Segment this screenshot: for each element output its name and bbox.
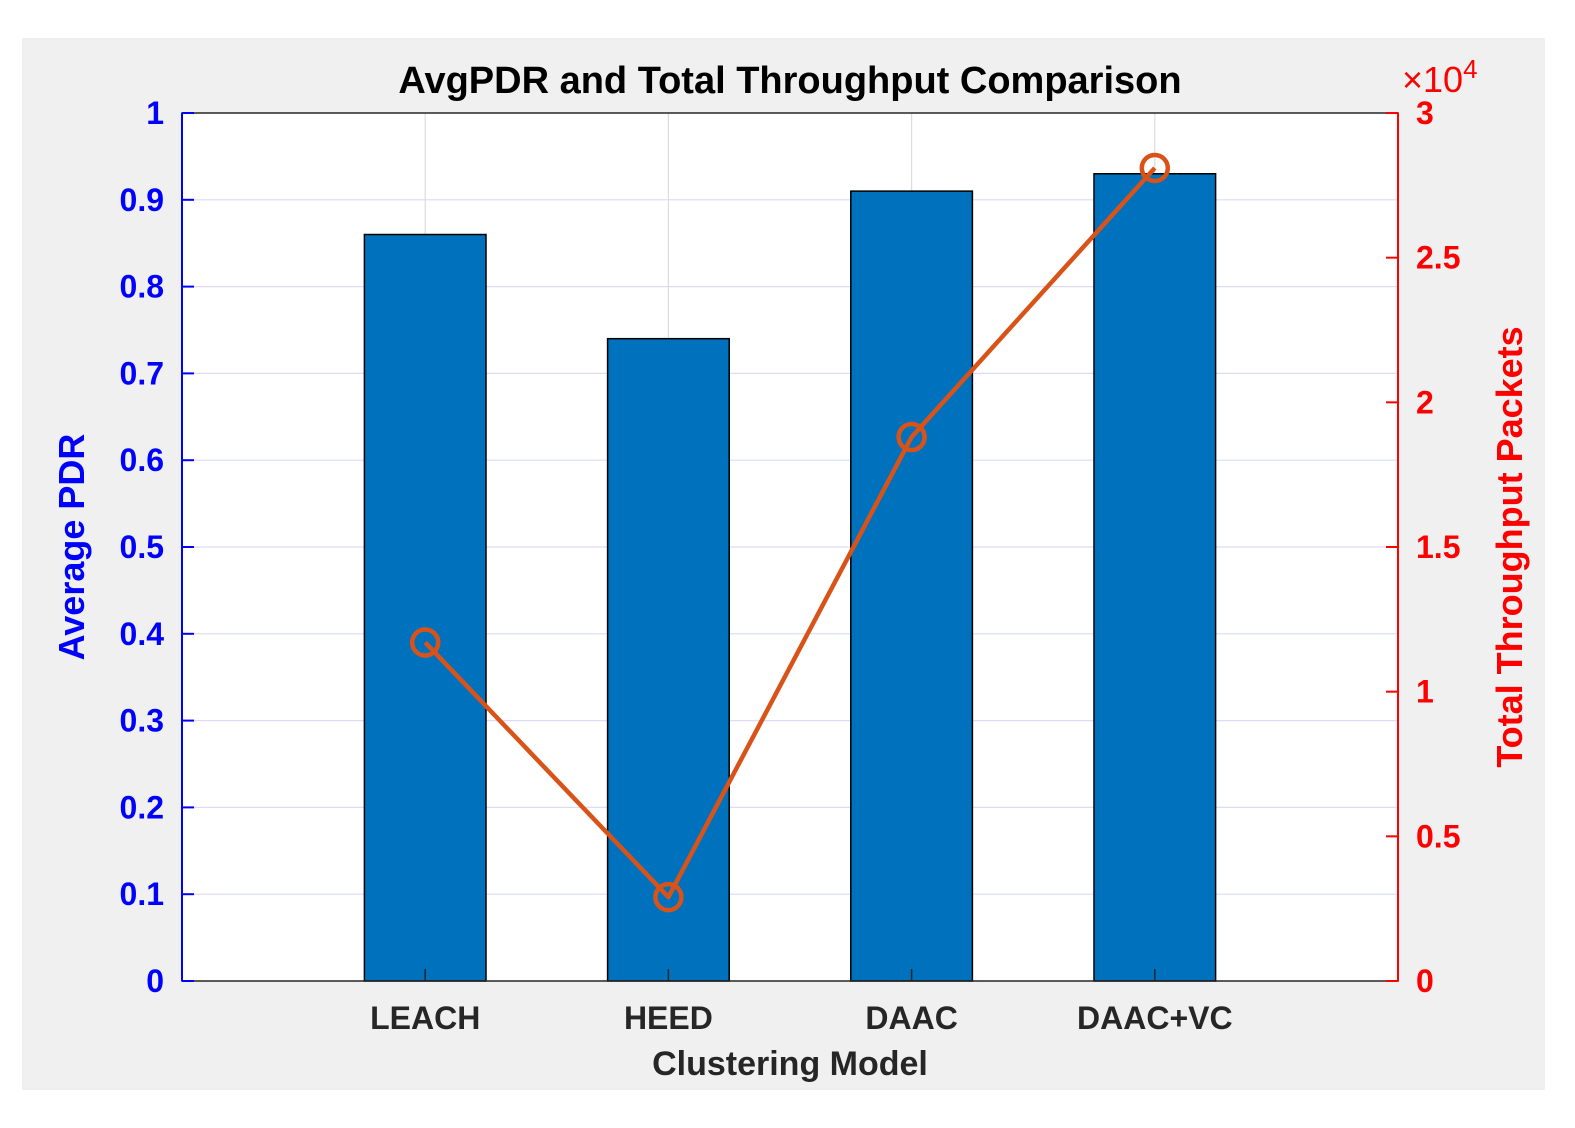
- right-tick-label: 3: [1416, 95, 1434, 131]
- right-axis-label: Total Throughput Packets: [1489, 326, 1530, 767]
- throughput-marker-heed: [653, 881, 684, 913]
- throughput-marker-daac-vc: [1139, 152, 1171, 184]
- right-tick-label: 0.5: [1416, 818, 1460, 854]
- chart-svg: 0 0.1 0.2 0.3 0.4 0.5 0.6 0.7 0.8 0.9 1 0 0.5 1 1.5 2 2…: [51, 54, 1530, 1083]
- line-series: [409, 152, 1171, 913]
- x-axis-label: Clustering Model: [652, 1045, 928, 1083]
- x-tick-label: HEED: [624, 1000, 713, 1036]
- left-tick-label: 0.9: [120, 182, 164, 218]
- throughput-line: [423, 166, 1157, 900]
- left-tick-label: 0.5: [120, 529, 164, 565]
- right-axis-ticks: 0 0.5 1 1.5 2 2.5 3: [1386, 95, 1460, 999]
- left-tick-label: 0.3: [120, 703, 164, 739]
- right-tick-label: 2: [1416, 384, 1434, 420]
- throughput-marker-daac: [896, 421, 927, 453]
- left-tick-label: 0.8: [120, 269, 164, 305]
- right-axis-exponent: ×104: [1402, 54, 1478, 100]
- x-tick-label: LEACH: [370, 1000, 480, 1036]
- right-tick-label: 1.5: [1416, 529, 1460, 565]
- left-tick-label: 0.6: [120, 442, 164, 478]
- figure-background: 0 0.1 0.2 0.3 0.4 0.5 0.6 0.7 0.8 0.9 1 0 0.5 1 1.5 2 2…: [22, 38, 1545, 1090]
- right-tick-label: 2.5: [1416, 240, 1460, 276]
- left-axis-ticks: 0 0.1 0.2 0.3 0.4 0.5 0.6 0.7 0.8 0.9 1: [120, 95, 194, 999]
- left-tick-label: 0.2: [120, 789, 164, 825]
- right-tick-label: 0: [1416, 963, 1434, 999]
- bar-daac: [850, 190, 974, 982]
- x-axis-ticks: LEACH HEED DAAC DAAC+VC: [370, 969, 1233, 1036]
- left-tick-label: 0.7: [120, 355, 164, 391]
- left-tick-label: 0.4: [120, 616, 165, 652]
- x-tick-label: DAAC+VC: [1077, 1000, 1233, 1036]
- left-tick-label: 0: [146, 963, 164, 999]
- right-tick-label: 1: [1416, 674, 1434, 710]
- bar-series: [363, 173, 1217, 982]
- bar-leach: [363, 233, 487, 982]
- x-tick-label: DAAC: [865, 1000, 957, 1036]
- left-tick-label: 0.1: [120, 876, 164, 912]
- left-tick-label: 1: [146, 95, 164, 131]
- chart-title: AvgPDR and Total Throughput Comparison: [398, 60, 1181, 102]
- left-axis-label: Average PDR: [51, 434, 92, 661]
- bar-daac-vc: [1093, 173, 1217, 982]
- throughput-marker-leach: [409, 627, 441, 658]
